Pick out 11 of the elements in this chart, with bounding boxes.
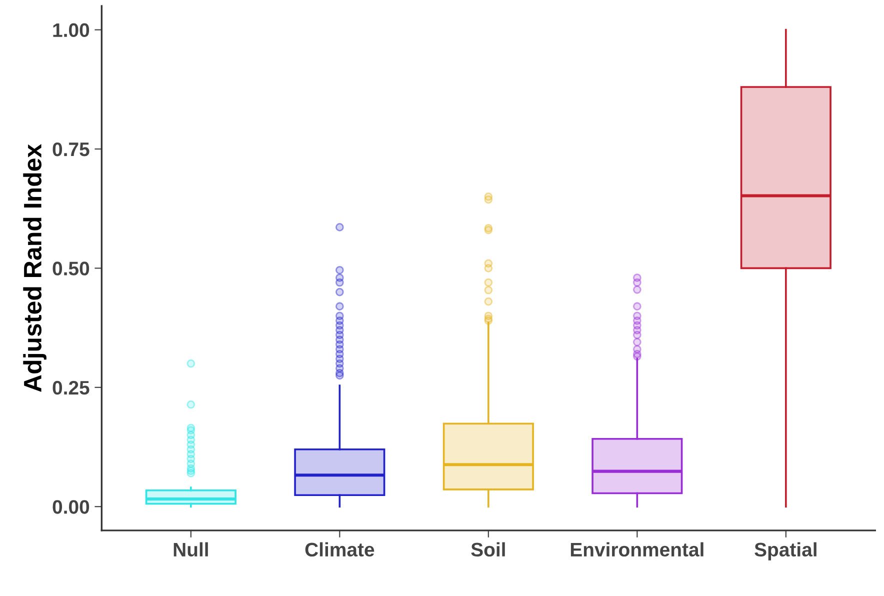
y-tick-label: 0.00 bbox=[52, 500, 90, 514]
y-tick-label: 0.50 bbox=[52, 262, 90, 276]
x-tick-label: Climate bbox=[305, 542, 374, 557]
y-axis-title: Adjusted Rand Index bbox=[23, 144, 46, 392]
x-tick-label: Environmental bbox=[570, 542, 704, 557]
x-tick-label: Null bbox=[174, 542, 208, 557]
y-tick-label: 1.00 bbox=[53, 23, 90, 38]
y-tick-label: 0.25 bbox=[52, 380, 90, 395]
x-tick-label: Soil bbox=[471, 542, 505, 557]
x-tick-label: Spatial bbox=[754, 542, 816, 560]
y-tick-label: 0.75 bbox=[52, 142, 90, 156]
